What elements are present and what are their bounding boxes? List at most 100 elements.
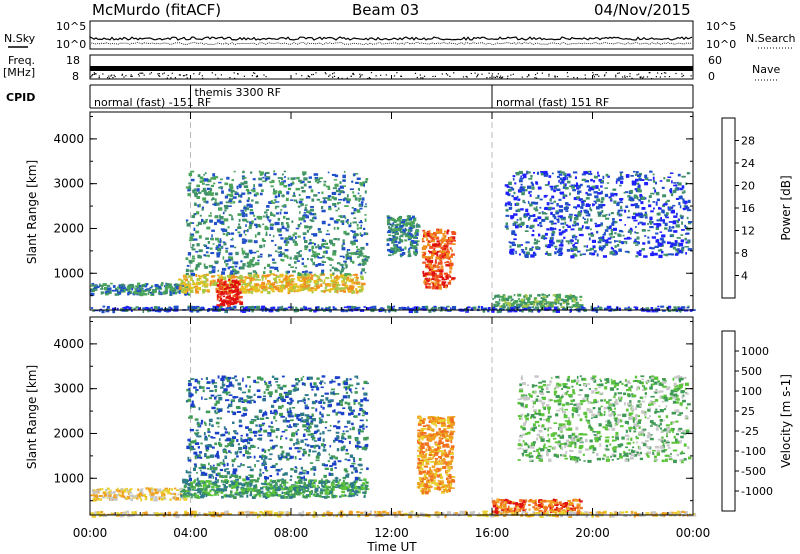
range-gate-cell <box>687 240 690 244</box>
range-gate-cell <box>321 478 323 481</box>
range-gate-cell <box>441 237 446 241</box>
range-gate-cell <box>649 226 654 229</box>
range-gate-cell <box>356 209 359 213</box>
range-gate-cell <box>231 218 234 221</box>
range-gate-cell <box>373 305 377 309</box>
range-gate-cell <box>264 173 267 177</box>
nave-point <box>170 77 172 79</box>
range-gate-cell <box>353 217 357 219</box>
range-gate-cell <box>356 177 361 180</box>
range-gate-cell <box>346 219 349 222</box>
range-gate-cell <box>243 205 246 208</box>
range-gate-cell <box>291 280 293 283</box>
range-gate-cell <box>347 198 351 202</box>
range-gate-cell <box>597 211 601 214</box>
range-gate-cell <box>199 280 205 283</box>
range-gate-cell <box>211 229 215 232</box>
range-gate-cell <box>352 221 357 224</box>
range-gate-cell <box>289 237 293 241</box>
range-gate-cell <box>106 285 111 287</box>
range-gate-cell <box>205 491 210 494</box>
range-gate-cell <box>575 223 578 226</box>
range-gate-cell <box>158 496 161 501</box>
range-gate-cell <box>114 293 119 296</box>
range-gate-cell <box>230 188 233 191</box>
range-gate-cell <box>241 240 246 244</box>
range-gate-cell <box>216 219 221 223</box>
range-gate-cell <box>332 307 337 310</box>
range-gate-cell <box>538 212 541 215</box>
range-gate-cell <box>244 233 247 236</box>
range-gate-cell <box>514 182 517 185</box>
range-gate-cell <box>673 215 678 218</box>
range-gate-cell <box>290 199 294 201</box>
range-gate-cell <box>338 187 341 192</box>
range-gate-cell <box>371 305 374 309</box>
range-gate-cell <box>551 230 556 234</box>
nave-point <box>681 73 683 75</box>
range-gate-cell <box>589 170 592 173</box>
range-gate-cell <box>586 226 589 230</box>
range-gate-cell <box>431 270 436 272</box>
range-gate-cell <box>677 218 680 222</box>
range-gate-cell <box>213 182 216 185</box>
range-gate-cell <box>431 282 434 285</box>
range-gate-cell <box>195 267 198 270</box>
range-gate-cell <box>548 175 552 178</box>
range-gate-cell <box>266 274 271 277</box>
nave-point <box>554 76 556 78</box>
range-gate-cell <box>237 231 241 234</box>
range-gate-cell <box>298 488 301 492</box>
range-gate-cell <box>104 291 108 295</box>
range-gate-cell <box>684 200 688 204</box>
range-gate-cell <box>184 278 188 282</box>
range-gate-cell <box>428 257 431 261</box>
range-gate-cell <box>210 282 214 284</box>
range-gate-cell <box>269 483 273 486</box>
range-gate-cell <box>164 288 169 291</box>
range-gate-cell <box>243 283 248 286</box>
range-gate-cell <box>342 278 345 281</box>
range-gate-cell <box>596 253 599 257</box>
range-gate-cell <box>290 278 296 280</box>
range-gate-cell <box>191 215 195 219</box>
range-gate-cell <box>535 181 539 185</box>
range-gate-cell <box>299 287 303 291</box>
range-gate-cell <box>247 261 252 264</box>
range-gate-cell <box>421 237 424 241</box>
range-gate-cell <box>255 262 260 266</box>
range-gate-cell <box>388 254 392 257</box>
range-gate-cell <box>198 235 202 239</box>
range-gate-cell <box>610 192 614 195</box>
range-gate-cell <box>683 208 686 211</box>
range-gate-cell <box>209 280 212 283</box>
range-gate-cell <box>321 375 326 378</box>
range-gate-cell <box>562 308 565 310</box>
range-gate-cell <box>219 297 223 301</box>
range-gate-cell <box>529 301 534 304</box>
range-gate-cell <box>205 278 208 280</box>
range-gate-cell <box>221 495 224 499</box>
range-gate-cell <box>311 242 315 245</box>
range-gate-cell <box>272 201 276 204</box>
range-gate-cell <box>274 278 278 282</box>
range-gate-cell <box>267 495 271 498</box>
range-gate-cell <box>233 170 236 173</box>
range-gate-cell <box>359 195 362 197</box>
range-gate-cell <box>680 234 684 236</box>
nave-point <box>367 77 369 80</box>
range-gate-cell <box>246 199 250 202</box>
range-gate-cell <box>178 289 183 293</box>
range-gate-cell <box>558 229 561 232</box>
range-gate-cell <box>334 290 339 293</box>
range-gate-cell <box>209 219 213 223</box>
range-gate-cell <box>183 485 187 488</box>
range-gate-cell <box>264 226 269 231</box>
range-gate-cell <box>315 264 318 267</box>
range-gate-cell <box>505 191 509 195</box>
range-gate-cell <box>634 203 639 206</box>
nave-point <box>629 75 631 77</box>
nave-point <box>668 76 671 78</box>
range-gate-cell <box>554 251 557 255</box>
nave-point <box>497 76 499 78</box>
